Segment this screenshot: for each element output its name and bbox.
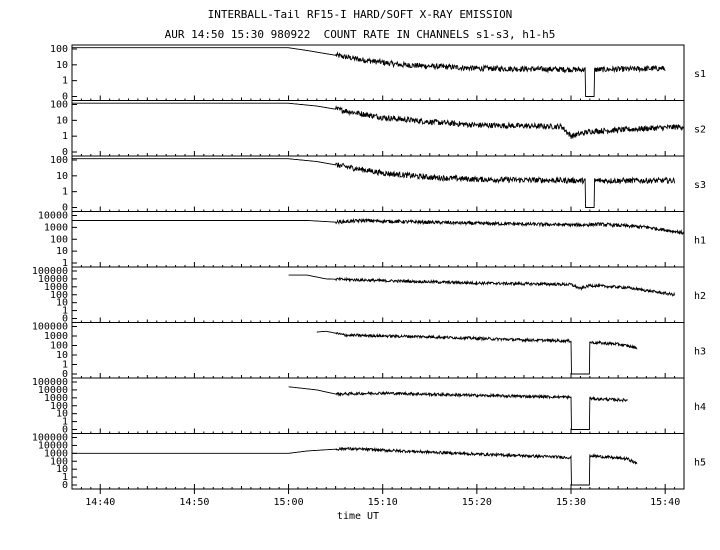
y-tick-label-h4: 100 <box>50 401 68 412</box>
y-tick-label-s3: 10 <box>56 171 68 182</box>
panel-frame-h5 <box>71 433 685 490</box>
panel-label-s2: s2 <box>694 124 706 135</box>
series-trace-h2 <box>288 274 676 297</box>
panel-label-s3: s3 <box>694 180 706 191</box>
panel-frame-s2 <box>71 100 685 157</box>
y-tick-label-h2: 0 <box>62 314 68 325</box>
series-trace-s1 <box>72 47 666 97</box>
y-tick-label-s1: 10 <box>56 60 68 71</box>
panel-frame-h4 <box>71 377 685 434</box>
y-tick-label-h5: 10000 <box>38 440 68 451</box>
panel-label-s1: s1 <box>694 69 706 80</box>
y-tick-label-h5: 100 <box>50 456 68 467</box>
panel-frame-s1 <box>71 44 685 101</box>
y-tick-label-h1: 10 <box>56 246 68 257</box>
panel-label-h5: h5 <box>694 457 706 468</box>
y-tick-label-s2: 0 <box>62 147 68 158</box>
x-tick-label: 15:00 <box>273 497 303 508</box>
y-tick-label-h2: 100000 <box>32 266 68 277</box>
x-tick-label: 15:20 <box>462 497 492 508</box>
series-trace-s3 <box>72 158 676 208</box>
panel-label-h4: h4 <box>694 402 706 413</box>
x-tick-label: 15:30 <box>556 497 586 508</box>
y-tick-label-h1: 10000 <box>38 211 68 222</box>
y-tick-label-h3: 0 <box>62 369 68 380</box>
y-tick-label-h2: 10000 <box>38 274 68 285</box>
y-tick-label-s1: 0 <box>62 92 68 103</box>
y-tick-label-h1: 1 <box>62 258 68 269</box>
series-trace-h5 <box>72 446 638 486</box>
y-tick-label-h5: 1000 <box>44 448 68 459</box>
y-tick-label-h4: 1000 <box>44 393 68 404</box>
y-tick-label-h1: 100 <box>50 234 68 245</box>
x-tick-label: 15:40 <box>650 497 680 508</box>
y-tick-label-h1: 1000 <box>44 222 68 233</box>
y-tick-label-s2: 10 <box>56 115 68 126</box>
y-tick-label-h3: 1 <box>62 360 68 371</box>
y-tick-label-s1: 100 <box>50 44 68 55</box>
panel-frame-h2 <box>71 266 685 323</box>
y-tick-label-h5: 100000 <box>32 433 68 444</box>
series-trace-h1 <box>72 217 685 236</box>
y-tick-label-h3: 100000 <box>32 322 68 333</box>
panel-label-h2: h2 <box>694 291 706 302</box>
x-axis-label: time UT <box>337 511 379 522</box>
panel-frame-h3 <box>71 322 685 379</box>
y-tick-label-s3: 0 <box>62 203 68 214</box>
y-tick-label-s2: 1 <box>62 131 68 142</box>
panel-frame-s3 <box>71 155 685 212</box>
y-tick-label-h4: 0 <box>62 425 68 436</box>
y-tick-label-h3: 10 <box>56 350 68 361</box>
y-tick-label-s1: 1 <box>62 76 68 87</box>
panel-label-h3: h3 <box>694 346 706 357</box>
y-tick-label-h4: 1 <box>62 417 68 428</box>
y-tick-label-h3: 100 <box>50 341 68 352</box>
panel-frame-h1 <box>71 211 685 268</box>
y-tick-label-h5: 0 <box>62 480 68 491</box>
y-tick-label-h4: 10000 <box>38 385 68 396</box>
chart-title: INTERBALL-Tail RF15-I HARD/SOFT X-RAY EM… <box>207 8 513 21</box>
y-tick-label-h4: 10 <box>56 409 68 420</box>
y-tick-label-h2: 1000 <box>44 282 68 293</box>
y-tick-label-s3: 100 <box>50 155 68 166</box>
x-tick-label: 15:10 <box>368 497 398 508</box>
y-tick-label-h2: 1 <box>62 306 68 317</box>
y-tick-label-h4: 100000 <box>32 377 68 388</box>
series-trace-s2 <box>72 102 685 139</box>
y-tick-label-h5: 10 <box>56 464 68 475</box>
y-tick-label-s3: 1 <box>62 187 68 198</box>
y-tick-label-s2: 100 <box>50 100 68 111</box>
panel-label-h1: h1 <box>694 235 706 246</box>
chart-subtitle: AUR 14:50 15:30 980922 COUNT RATE IN CHA… <box>164 28 556 41</box>
y-tick-label-h3: 1000 <box>44 331 68 342</box>
series-trace-h3 <box>316 330 638 375</box>
y-tick-label-h2: 10 <box>56 298 68 309</box>
y-tick-label-h2: 100 <box>50 290 68 301</box>
y-tick-label-h5: 1 <box>62 472 68 483</box>
series-trace-h4 <box>288 386 628 430</box>
x-tick-label: 14:50 <box>179 497 209 508</box>
x-tick-label: 14:40 <box>85 497 115 508</box>
